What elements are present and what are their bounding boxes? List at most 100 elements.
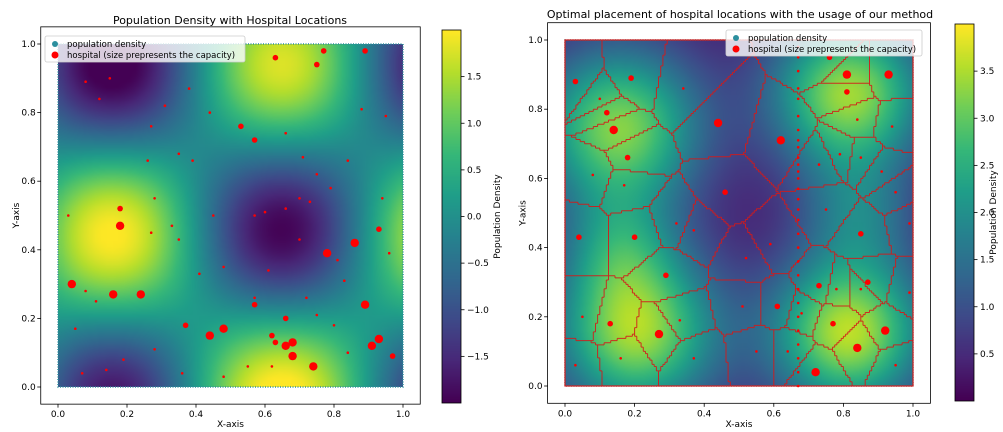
colorbar-tick-label: −0.5 — [467, 259, 489, 269]
hospital-marker — [284, 207, 288, 210]
hospital-marker — [853, 343, 862, 353]
colorbar-tick-label: 1.5 — [467, 73, 481, 83]
hospital-marker — [270, 365, 274, 368]
hospital-marker — [574, 363, 577, 367]
hospital-marker — [678, 319, 682, 322]
x-tick-label: 0.6 — [767, 409, 782, 419]
hospital-marker — [136, 290, 145, 299]
colorbar-tick-label: 2.0 — [980, 209, 995, 219]
x-tick-label: 0.4 — [189, 410, 204, 420]
voronoi-edges — [565, 39, 914, 386]
hospital-marker — [314, 61, 320, 68]
y-tick-label: 0.0 — [528, 382, 543, 392]
hospital-marker — [191, 159, 194, 162]
hospital-marker — [269, 332, 275, 339]
hospital-marker — [360, 107, 363, 111]
hospital-marker — [387, 251, 391, 255]
hospital-marker — [654, 329, 664, 339]
hospital-marker — [288, 338, 297, 347]
hospital-marker — [251, 301, 258, 308]
hospital-marker — [598, 97, 602, 101]
hospital-marker — [796, 287, 800, 291]
y-tick-label: 0.6 — [528, 174, 543, 184]
hospital-marker — [67, 279, 77, 289]
hospital-marker — [315, 173, 319, 176]
hospital-marker — [880, 170, 883, 173]
legend-label-density: population density — [67, 40, 146, 50]
hospital-marker — [180, 372, 184, 375]
hospital-marker — [796, 384, 800, 388]
hospital-marker — [98, 97, 101, 101]
hospital-marker — [796, 146, 800, 149]
hospital-marker — [858, 231, 864, 237]
hospital-marker — [298, 238, 301, 241]
colorbar-label: Population Density — [989, 170, 999, 255]
colorbar-tick-label: −1.5 — [467, 352, 489, 362]
hospital-marker — [796, 370, 800, 374]
colorbar-tick-label: 0.5 — [467, 166, 481, 176]
hospital-marker — [796, 170, 800, 173]
hospital-marker — [117, 205, 123, 212]
hospital-marker — [755, 350, 758, 353]
hospital-marker — [149, 231, 153, 234]
chart-panel-1: 0.0 0.0 0.2 0.2 0.4 0.4 0.6 0.6 0.8 0.8 1.0 1.0 X-ax… — [12, 14, 503, 430]
hospital-marker — [591, 173, 595, 177]
x-tick-label: 0.0 — [558, 409, 573, 419]
hospital-marker — [346, 159, 350, 162]
hospital-marker — [631, 234, 638, 240]
hospital-marker — [796, 187, 800, 191]
hospital-marker — [272, 54, 279, 61]
hospital-marker — [222, 265, 225, 269]
colorbar: 1.5 1.0 0.5 0.0 −0.5 −1.0 −1.5 Population Densi… — [441, 29, 503, 404]
y-axis-label: Y-axis — [519, 200, 529, 227]
hospital-marker — [682, 87, 685, 90]
colorbar: 3.5 3.0 2.5 2.0 1.5 1.0 0.5 Population Density — [954, 23, 999, 402]
y-axis-label: Y-axis — [12, 202, 22, 229]
hospital-marker — [624, 154, 631, 161]
hospital-marker — [301, 155, 305, 159]
axes-frame — [40, 26, 421, 405]
hospital-marker — [796, 114, 800, 118]
hospital-marker — [336, 258, 339, 262]
hospital-marker — [796, 69, 800, 73]
hospital-markers — [67, 48, 396, 379]
legend-marker-hospital — [51, 51, 59, 59]
hospital-marker — [607, 320, 613, 327]
colorbar-tick-label: 3.0 — [980, 114, 995, 124]
hospital-marker — [692, 357, 696, 360]
chart-title: Population Density with Hospital Locatio… — [113, 14, 347, 27]
hospital-marker — [604, 109, 610, 116]
hospital-marker — [572, 78, 579, 85]
hospital-marker — [619, 357, 622, 360]
hospital-marker — [796, 329, 800, 332]
hospital-marker — [628, 75, 634, 81]
hospital-marker — [329, 186, 332, 190]
hospital-marker — [238, 123, 244, 130]
x-tick-label: 0.2 — [627, 409, 641, 419]
hospital-marker — [163, 104, 167, 107]
x-tick-label: 0.0 — [51, 410, 66, 420]
x-axis-label: X-axis — [726, 420, 753, 428]
hospital-marker — [796, 274, 800, 277]
hospital-marker — [890, 125, 894, 128]
hospital-marker — [908, 222, 911, 225]
hospital-marker — [859, 287, 863, 291]
colorbar-tick-label: −1.0 — [467, 306, 489, 316]
hospital-marker — [267, 269, 270, 272]
hospital-marker — [796, 163, 800, 166]
hospital-marker — [298, 197, 301, 200]
hospital-marker — [198, 272, 201, 276]
hospital-marker — [796, 56, 800, 59]
hospital-marker — [212, 214, 215, 217]
hospital-marker — [786, 350, 789, 353]
hospital-marker — [282, 315, 289, 322]
hospital-marker — [381, 197, 384, 200]
hospital-marker — [146, 159, 149, 162]
axes-frame — [547, 22, 931, 404]
colorbar-tick-label: 1.5 — [980, 256, 994, 266]
hospital-marker — [817, 163, 821, 166]
hospital-marker — [722, 189, 728, 195]
hospital-marker — [149, 125, 153, 128]
chart-panel-2: 0.0 0.0 0.2 0.2 0.4 0.4 0.6 0.6 0.8 0.8 1.0 1.0 X-ax… — [519, 8, 999, 430]
hospital-marker — [253, 296, 256, 300]
